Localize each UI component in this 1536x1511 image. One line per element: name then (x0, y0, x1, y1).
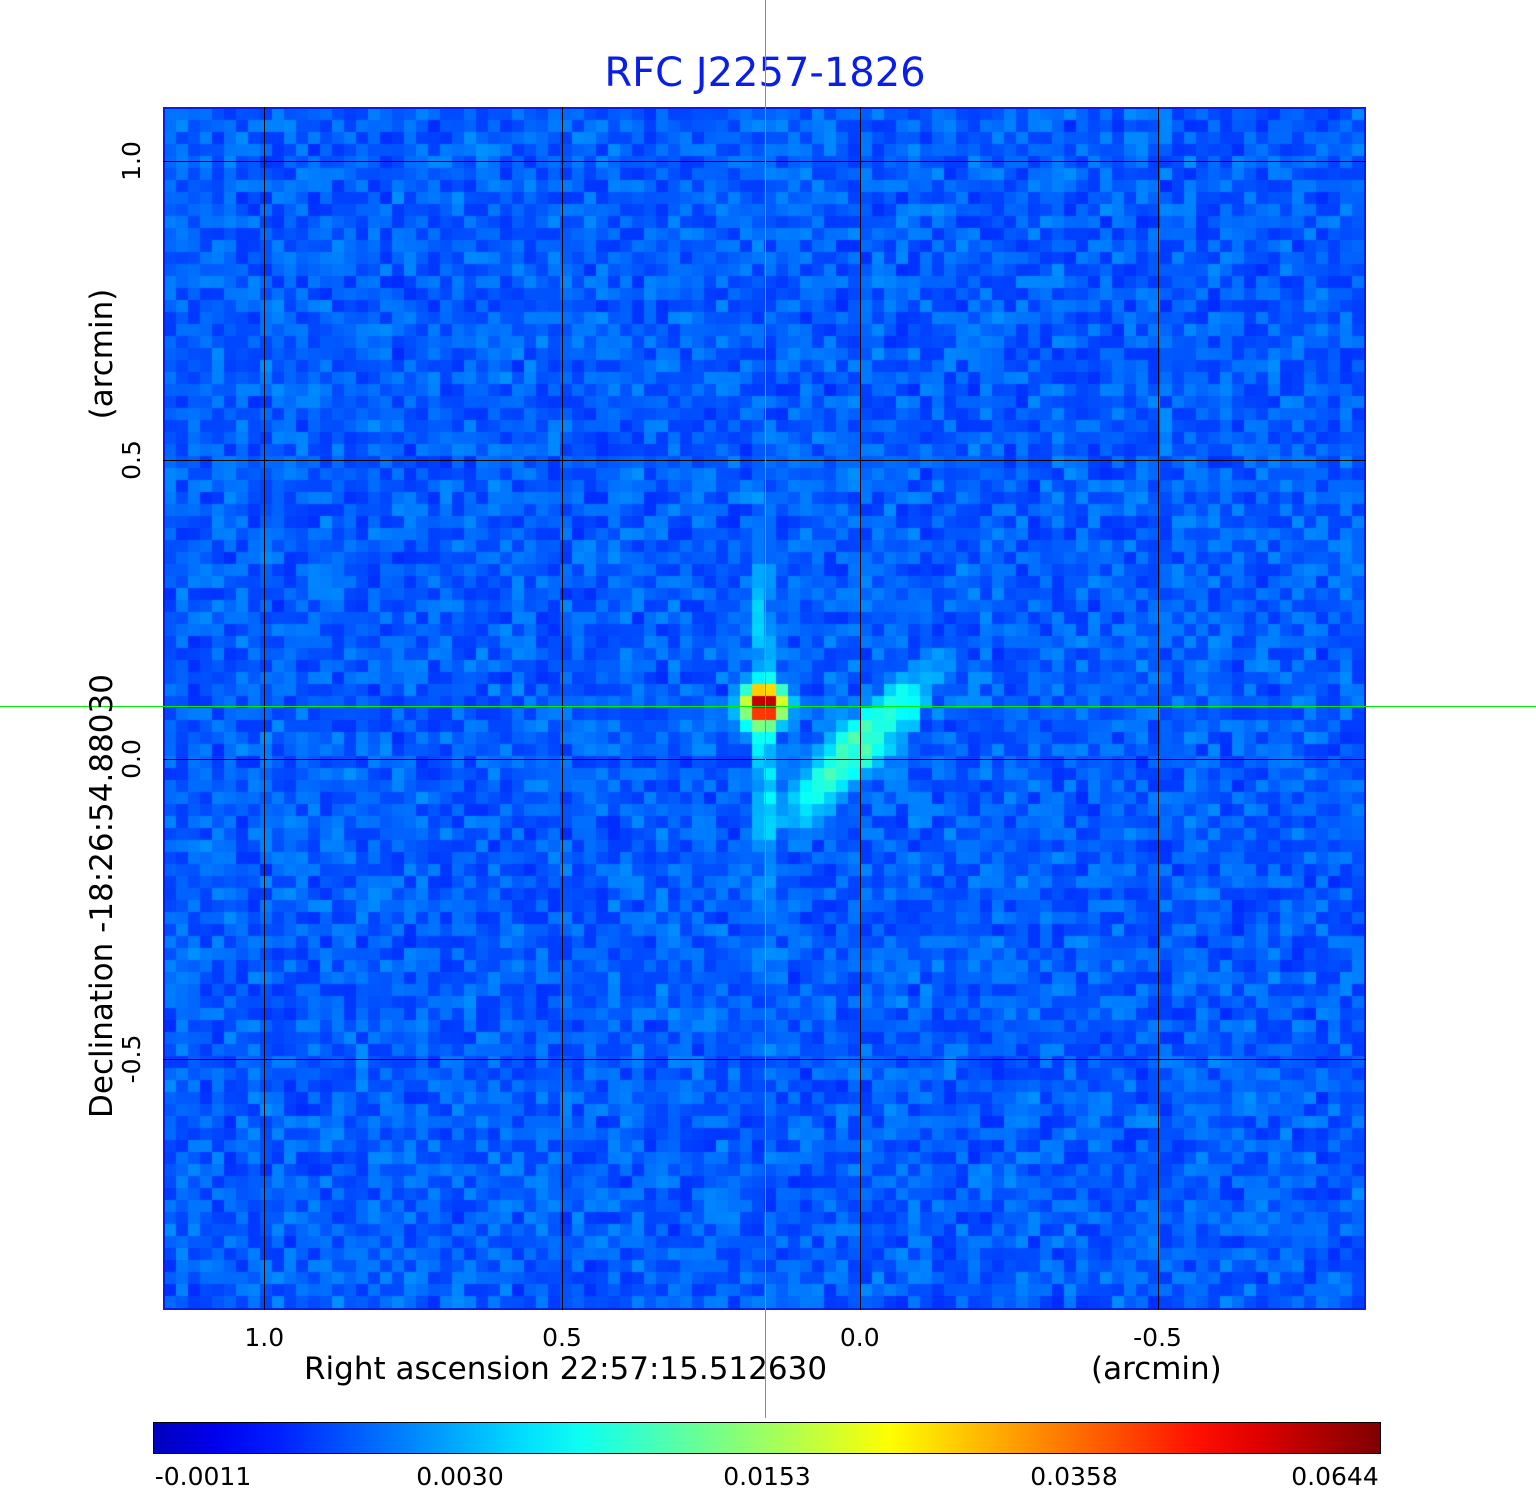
x-tick-label: 1.0 (244, 1323, 285, 1352)
x-axis-label: Right ascension 22:57:15.512630 (304, 1351, 828, 1387)
y-tick-label: 0.0 (117, 739, 146, 780)
colorbar (153, 1422, 1381, 1454)
y-axis-unit: (arcmin) (84, 288, 120, 420)
chart-title: RFC J2257-1826 (604, 50, 926, 96)
colorbar-tick-label: 0.0358 (1030, 1462, 1118, 1491)
y-tick-label: 0.5 (117, 440, 146, 480)
colorbar-tick-label: 0.0153 (723, 1462, 811, 1491)
colorbar-tick-label: 0.0644 (1291, 1462, 1379, 1491)
x-tick-label: -0.5 (1133, 1323, 1182, 1352)
x-axis-unit: (arcmin) (1091, 1351, 1222, 1387)
y-axis-label: Declination -18:26:54.88030 (84, 674, 120, 1118)
y-tick-label: -0.5 (117, 1034, 146, 1084)
image-panel (163, 107, 1366, 1310)
intensity-map (165, 109, 1364, 1308)
colorbar-tick-label: -0.0011 (154, 1462, 252, 1491)
x-tick-label: 0.0 (839, 1323, 880, 1352)
x-tick-label: 0.5 (542, 1323, 582, 1352)
y-tick-label: 1.0 (117, 140, 146, 181)
colorbar-tick-label: 0.0030 (416, 1462, 504, 1491)
